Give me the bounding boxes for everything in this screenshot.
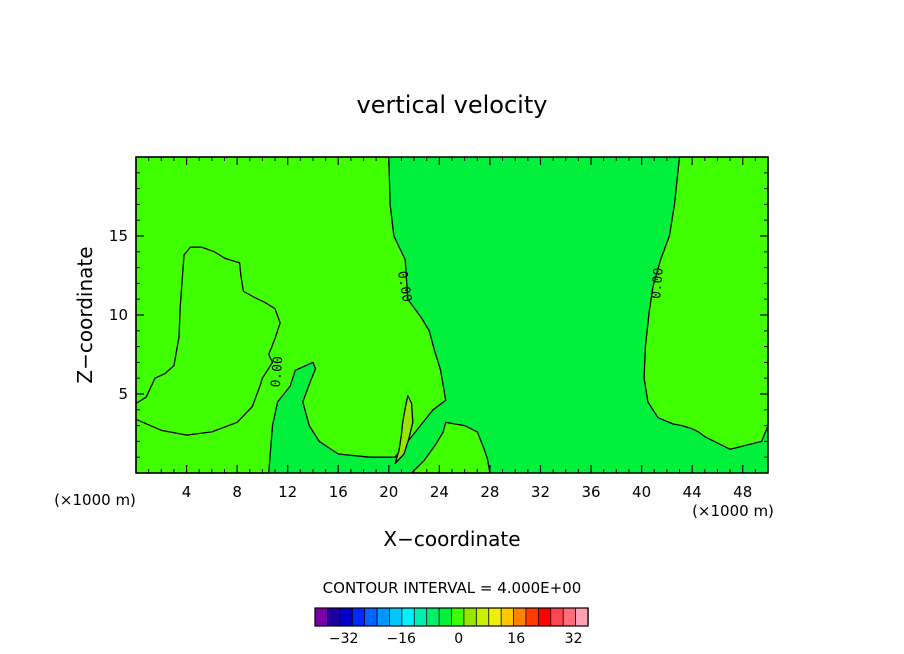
colorbar-tick-label: 0 bbox=[454, 631, 463, 647]
colorbar-swatch bbox=[364, 607, 378, 627]
x-tick-label: 24 bbox=[430, 483, 449, 501]
contour-label: 0.00 bbox=[649, 267, 667, 300]
contour-label: 0.00 bbox=[394, 270, 414, 303]
x-axis-label: X−coordinate bbox=[383, 527, 520, 551]
colorbar-tick-label: −32 bbox=[329, 631, 359, 647]
contour-interval-label: CONTOUR INTERVAL = 4.000E+00 bbox=[323, 579, 582, 597]
chart-title: vertical velocity bbox=[357, 91, 548, 119]
x-tick-label: 12 bbox=[278, 483, 297, 501]
colorbar-frame bbox=[314, 607, 589, 627]
y-unit-label: (×1000 m) bbox=[54, 491, 136, 509]
colorbar-swatch bbox=[314, 607, 329, 627]
x-tick-label: 4 bbox=[182, 483, 192, 501]
colorbar-swatch bbox=[575, 607, 589, 627]
colorbar-tick-label: −16 bbox=[386, 631, 416, 647]
y-axis-label: Z−coordinate bbox=[73, 246, 97, 383]
colorbar-swatch bbox=[438, 607, 453, 627]
x-tick-label: 48 bbox=[733, 483, 752, 501]
colorbar: −32 −16 0 16 32 bbox=[314, 607, 589, 647]
colorbar-swatch bbox=[376, 607, 391, 627]
colorbar-swatch bbox=[475, 607, 490, 627]
contour-region-positive-left bbox=[135, 156, 447, 474]
contour-region-positive-right bbox=[643, 156, 769, 450]
y-tick-label: 5 bbox=[118, 385, 128, 403]
y-tick-label: 15 bbox=[109, 227, 128, 245]
colorbar-swatch bbox=[389, 607, 403, 627]
x-tick-label: 32 bbox=[531, 483, 550, 501]
y-tick-label: 10 bbox=[109, 306, 128, 324]
colorbar-swatch bbox=[327, 607, 341, 627]
x-tick-label: 44 bbox=[683, 483, 702, 501]
contour-label: 0.00 bbox=[269, 356, 287, 389]
x-tick-label: 8 bbox=[232, 483, 242, 501]
colorbar-swatch bbox=[413, 607, 428, 627]
colorbar-swatch bbox=[463, 607, 478, 627]
colorbar-swatch bbox=[488, 607, 502, 627]
contour-labels: 0.00 0.00 0.00 bbox=[269, 267, 667, 388]
contour-regions bbox=[135, 156, 769, 474]
colorbar-tick-label: 16 bbox=[507, 631, 525, 647]
colorbar-swatch bbox=[339, 607, 353, 627]
colorbar-swatch bbox=[351, 607, 366, 627]
colorbar-swatch bbox=[451, 607, 465, 627]
colorbar-swatch bbox=[401, 607, 415, 627]
x-tick-label: 20 bbox=[379, 483, 398, 501]
colorbar-swatch bbox=[426, 607, 440, 627]
x-tick-label: 16 bbox=[329, 483, 348, 501]
colorbar-swatch bbox=[513, 607, 527, 627]
colorbar-swatch bbox=[562, 607, 577, 627]
colorbar-swatch bbox=[550, 607, 564, 627]
x-unit-label: (×1000 m) bbox=[692, 502, 774, 520]
x-tick-label: 36 bbox=[581, 483, 600, 501]
x-tick-label: 40 bbox=[632, 483, 651, 501]
colorbar-swatch bbox=[500, 607, 515, 627]
colorbar-swatch bbox=[537, 607, 552, 627]
x-tick-label: 28 bbox=[480, 483, 499, 501]
contour-region-positive-core bbox=[394, 394, 414, 465]
colorbar-tick-label: 32 bbox=[565, 631, 583, 647]
colorbar-swatch bbox=[525, 607, 540, 627]
